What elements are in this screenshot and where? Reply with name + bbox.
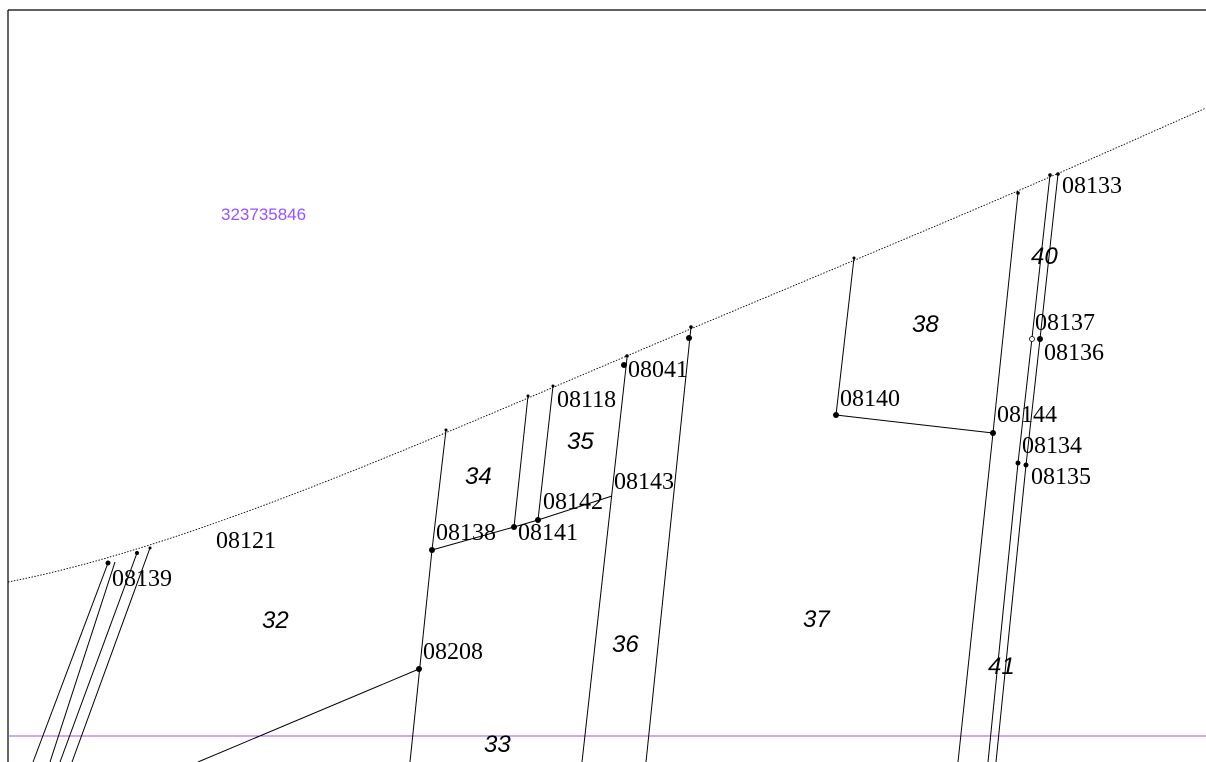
point-08118-label: 08118: [557, 387, 616, 413]
parcel-36-label: 36: [612, 631, 639, 658]
point-08143-label: 08143: [614, 469, 674, 495]
point-08142-label: 08142: [543, 489, 603, 515]
road-edge-curve: [7, 107, 1206, 583]
point-08138-label: 08138: [436, 520, 496, 546]
point-08137-label: 08137: [1035, 310, 1095, 336]
point-08141-label: 08141: [518, 520, 578, 546]
parcel-32-label: 32: [262, 607, 289, 634]
parcel-41-label: 41: [988, 653, 1015, 680]
point-08041-label: 08041: [628, 357, 688, 383]
parcel-33-label: 33: [484, 731, 511, 758]
point-08208-label: 08208: [423, 639, 483, 665]
parcel-lines: [32, 173, 1059, 762]
parcel-38-label: 38: [912, 311, 939, 338]
point-08135-label: 08135: [1031, 464, 1091, 490]
point-08139-label: 08139: [112, 566, 172, 592]
parcel-34-label: 34: [465, 463, 492, 490]
point-08133-label: 08133: [1062, 173, 1122, 199]
point-08140-label: 08140: [840, 386, 900, 412]
parcel-40-label: 40: [1031, 243, 1058, 270]
point-08136-label: 08136: [1044, 340, 1104, 366]
point-08121-label: 08121: [216, 528, 276, 554]
point-08134-label: 08134: [1022, 433, 1082, 459]
point-08144-label: 08144: [997, 402, 1057, 428]
parcel-id-label: 323735846: [221, 205, 306, 224]
parcel-37-label: 37: [803, 606, 831, 633]
survey-points: [105, 172, 1060, 672]
parcel-35-label: 35: [567, 428, 594, 455]
